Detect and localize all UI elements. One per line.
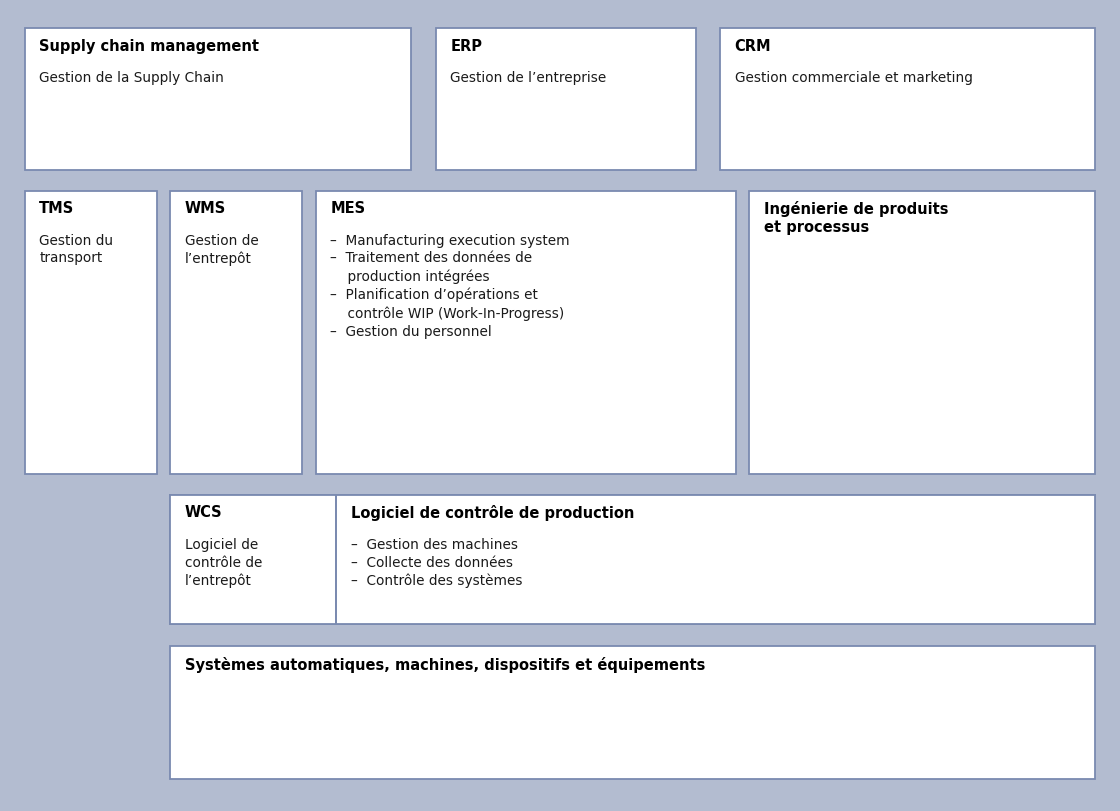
FancyBboxPatch shape	[170, 495, 336, 624]
FancyBboxPatch shape	[436, 28, 696, 170]
Text: WCS: WCS	[185, 505, 223, 520]
Text: Supply chain management: Supply chain management	[39, 39, 259, 54]
Text: WMS: WMS	[185, 201, 226, 216]
Text: MES: MES	[330, 201, 365, 216]
FancyBboxPatch shape	[336, 495, 1095, 624]
FancyBboxPatch shape	[25, 191, 157, 474]
Text: CRM: CRM	[735, 39, 772, 54]
Text: TMS: TMS	[39, 201, 74, 216]
FancyBboxPatch shape	[170, 191, 302, 474]
Text: Logiciel de
contrôle de
l’entrepôt: Logiciel de contrôle de l’entrepôt	[185, 538, 262, 588]
FancyBboxPatch shape	[316, 191, 736, 474]
Text: Ingénierie de produits
et processus: Ingénierie de produits et processus	[764, 201, 949, 235]
FancyBboxPatch shape	[170, 646, 1095, 779]
Text: Logiciel de contrôle de production: Logiciel de contrôle de production	[351, 505, 634, 521]
FancyBboxPatch shape	[170, 495, 1095, 624]
FancyBboxPatch shape	[749, 191, 1095, 474]
Text: Systèmes automatiques, machines, dispositifs et équipements: Systèmes automatiques, machines, disposi…	[185, 657, 706, 673]
Text: Gestion du
transport: Gestion du transport	[39, 234, 113, 265]
Text: ERP: ERP	[450, 39, 483, 54]
FancyBboxPatch shape	[720, 28, 1095, 170]
Text: Gestion de la Supply Chain: Gestion de la Supply Chain	[39, 71, 224, 85]
Text: Gestion commerciale et marketing: Gestion commerciale et marketing	[735, 71, 972, 85]
Text: –  Gestion des machines
–  Collecte des données
–  Contrôle des systèmes: – Gestion des machines – Collecte des do…	[351, 538, 522, 588]
FancyBboxPatch shape	[25, 28, 411, 170]
Text: Gestion de
l’entrepôt: Gestion de l’entrepôt	[185, 234, 259, 266]
Text: –  Manufacturing execution system
–  Traitement des données de
    production in: – Manufacturing execution system – Trait…	[330, 234, 570, 339]
Text: Gestion de l’entreprise: Gestion de l’entreprise	[450, 71, 607, 85]
